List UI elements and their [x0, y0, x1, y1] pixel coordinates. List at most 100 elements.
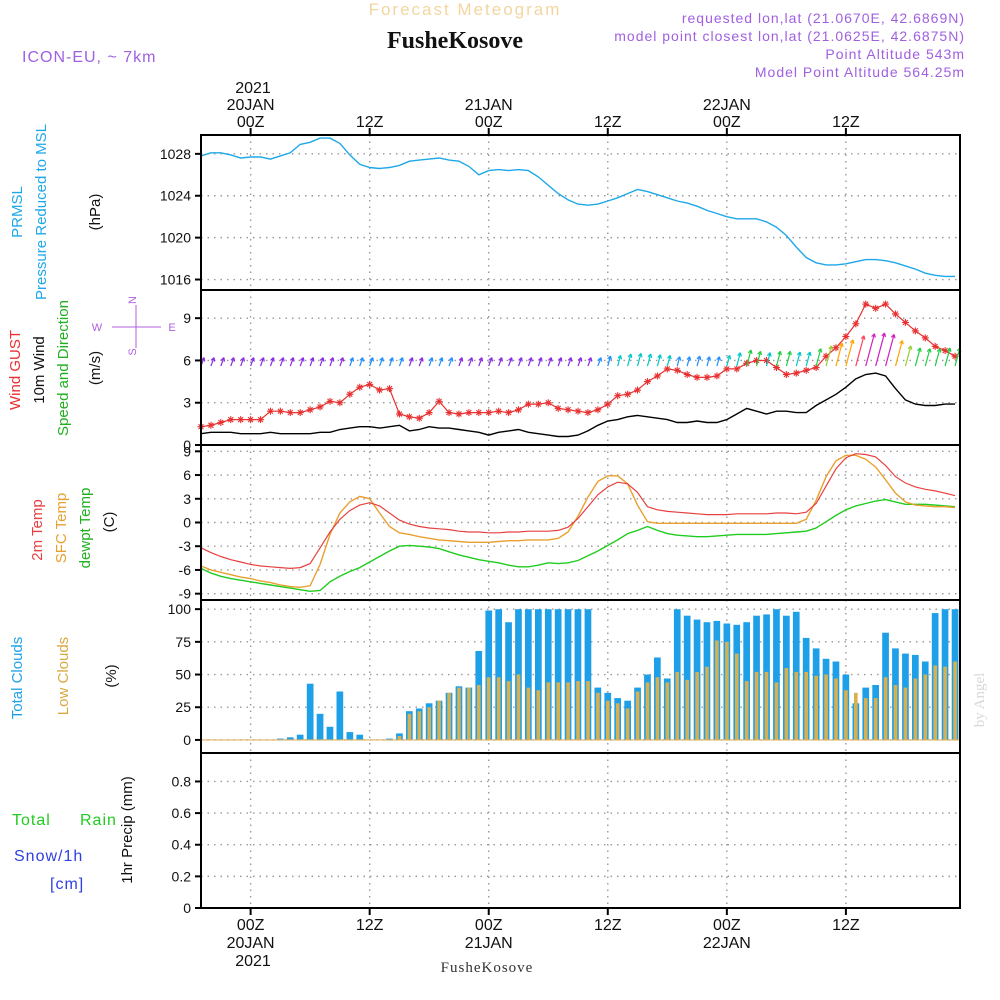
- wind-10m-label: 10m Wind: [31, 336, 48, 404]
- gust-marker: [505, 409, 513, 417]
- wind-direction-arrow: [736, 352, 742, 367]
- gust-marker: [514, 406, 522, 414]
- low-cloud-bar: [467, 687, 471, 740]
- low-cloud-bar: [576, 681, 580, 740]
- low-cloud-bar: [834, 678, 838, 740]
- wind-direction-arrow: [250, 357, 255, 367]
- wind-direction-arrow: [438, 357, 444, 367]
- top-year: 2021: [235, 80, 271, 97]
- ytick-label-temp-6: 9: [183, 443, 191, 459]
- wind-direction-arrow: [627, 353, 633, 367]
- gust-marker: [237, 416, 245, 424]
- ytick-label-clouds-0: 0: [183, 732, 191, 748]
- gust-marker: [842, 333, 850, 340]
- ytick-label-wind-2: 6: [183, 352, 191, 368]
- low-cloud-bar: [536, 690, 541, 740]
- panel-pressure: 1016 1020 1024 1028: [160, 134, 961, 291]
- low-cloud-bar: [546, 682, 551, 740]
- gust-marker: [594, 406, 602, 414]
- rose-s: S: [127, 348, 139, 355]
- low-cloud-bar: [943, 666, 947, 740]
- top-date-label-0: 20JAN: [227, 97, 275, 114]
- bottom-date-label-2: 21JAN: [465, 935, 513, 952]
- gust-marker: [386, 385, 394, 393]
- gust-marker: [852, 320, 860, 328]
- ytick-label-wind-3: 9: [183, 310, 191, 326]
- low-cloud-bar: [754, 671, 759, 740]
- wind-direction-arrow: [775, 350, 782, 367]
- panel-frame-precip: [200, 752, 961, 909]
- wind-direction-arrow: [607, 355, 613, 367]
- gust-marker: [574, 407, 582, 415]
- ytick-label-clouds-3: 75: [175, 634, 191, 650]
- low-cloud-bar: [566, 682, 570, 740]
- wind-direction-arrow: [408, 357, 414, 367]
- gust-marker: [425, 409, 433, 417]
- low-cloud-bar: [635, 691, 640, 740]
- low-cloud-bar: [903, 687, 908, 740]
- gust-marker: [316, 403, 324, 411]
- total-cloud-bar: [525, 609, 532, 740]
- wind-direction-arrow: [835, 342, 844, 367]
- gust-marker: [395, 410, 403, 418]
- wind-direction-arrow: [309, 357, 315, 367]
- precip-cm-label: [cm]: [50, 876, 84, 893]
- wind-direction-arrow: [646, 353, 653, 367]
- low-cloud-bar: [447, 692, 451, 740]
- wind-direction-arrow: [319, 357, 325, 367]
- low-cloud-bar: [397, 736, 402, 740]
- panel-precip: 0 0.2 0.4 0.6 0.8: [172, 752, 961, 916]
- pressure-unit: (hPa): [87, 194, 104, 231]
- ytick-label-precip-1: 0.2: [172, 868, 192, 884]
- gust-marker: [733, 365, 741, 373]
- gust-marker: [326, 397, 334, 405]
- low-cloud-bar: [665, 682, 670, 740]
- wind-direction-arrow: [349, 357, 355, 367]
- wind-direction-arrow: [557, 357, 563, 367]
- total-cloud-bar: [564, 609, 572, 740]
- wind-speed-line: [200, 372, 955, 438]
- total-cloud-bar: [286, 737, 294, 740]
- wind-direction-arrow: [468, 357, 474, 367]
- wind-direction-arrow: [686, 356, 692, 367]
- low-cloud-bar: [864, 698, 868, 740]
- wind-direction-arrow: [279, 357, 285, 367]
- precip-total-label: Total: [12, 812, 51, 829]
- sfc-temp-line: [200, 454, 956, 589]
- low-cloud-bar: [893, 685, 898, 740]
- gust-marker: [673, 366, 681, 374]
- bottom-tick-label-4: 00Z: [713, 917, 741, 934]
- total-cloud-bar: [773, 609, 780, 740]
- wind-direction-arrow: [676, 356, 682, 367]
- wind-direction-arrow: [478, 357, 484, 367]
- low-cloud-bar: [764, 671, 769, 740]
- gust-marker: [544, 399, 552, 407]
- temp-2m-line: [200, 453, 956, 570]
- gust-marker: [366, 380, 374, 388]
- wind-direction-arrow: [508, 357, 513, 367]
- low-cloud-bar: [407, 713, 412, 740]
- low-cloud-bar: [506, 681, 511, 740]
- supertitle: Forecast Meteogram: [369, 0, 562, 19]
- wind-direction-arrow: [765, 352, 772, 367]
- temp-unit: (C): [101, 512, 118, 533]
- requested-coords: requested lon,lat (21.0670E, 42.6869N): [682, 10, 965, 26]
- rose-n: N: [127, 296, 139, 304]
- total-cloud-bar: [554, 609, 562, 740]
- temp-sfc-label: SFC Temp: [53, 493, 70, 564]
- gust-marker: [832, 344, 840, 352]
- bottom-tick-label-3: 12Z: [594, 917, 622, 934]
- wind-direction-arrow: [269, 357, 275, 367]
- wind-direction-arrow: [617, 354, 623, 367]
- gust-marker: [901, 318, 909, 326]
- ytick-label-wind-1: 3: [183, 395, 191, 411]
- gust-marker: [663, 365, 671, 373]
- bottom-date-label-4: 22JAN: [703, 935, 751, 952]
- gust-marker: [643, 378, 651, 386]
- low-cloud-bar: [953, 661, 957, 740]
- low-cloud-bar: [913, 678, 918, 740]
- precip-unit: 1hr Precip (mm): [119, 776, 136, 884]
- wind-direction-arrow: [488, 357, 493, 367]
- pressure-label-prmsl: PRMSL: [9, 186, 26, 238]
- point-altitude: Point Altitude 543m: [825, 46, 965, 62]
